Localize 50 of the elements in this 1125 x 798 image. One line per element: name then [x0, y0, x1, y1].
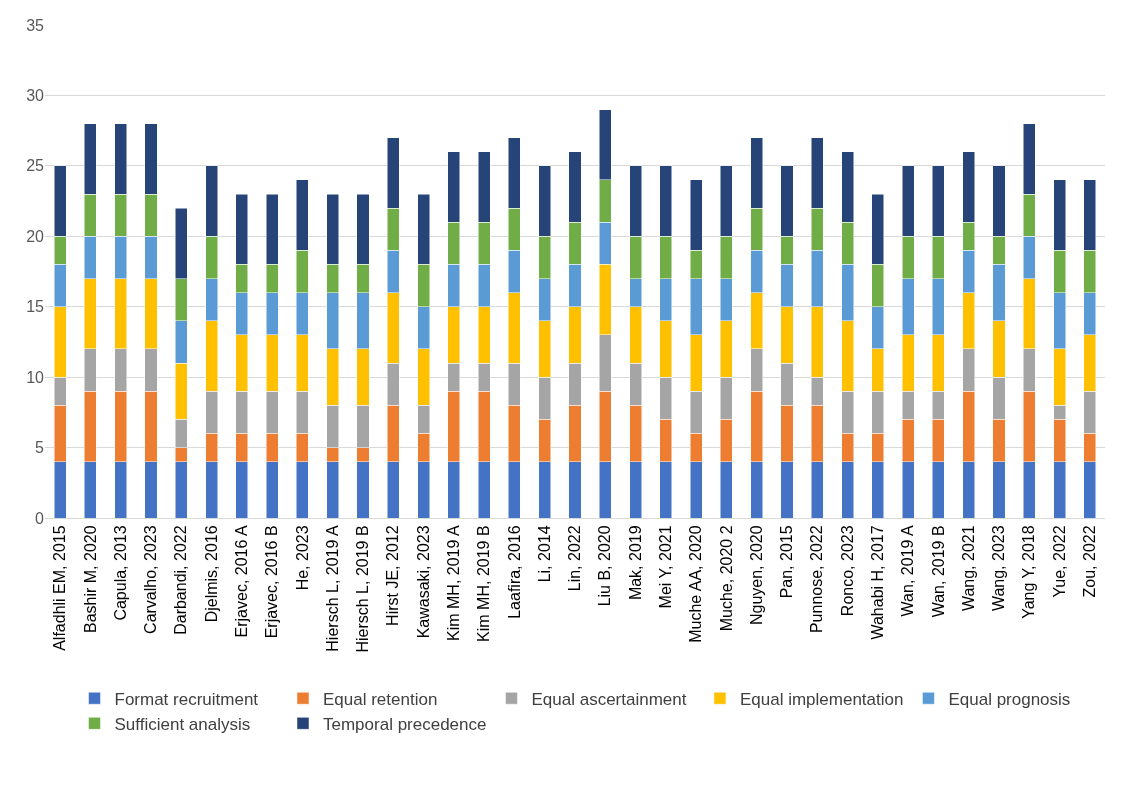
- x-tick-label: Wan, 2019 A: [899, 525, 917, 617]
- y-tick-label: 15: [26, 298, 45, 316]
- x-tick-label: Hiersch L, 2019 B: [354, 525, 372, 653]
- x-tick-label: Wang, 2021: [959, 525, 977, 612]
- y-tick-label: 0: [35, 509, 45, 527]
- x-tick-label: Punnose, 2022: [808, 525, 826, 634]
- legend-label: Temporal precedence: [322, 714, 487, 734]
- x-tick-label: He, 2023: [293, 525, 311, 591]
- y-tick-label: 5: [35, 439, 45, 457]
- legend-label: Equal ascertainment: [531, 689, 687, 709]
- y-tick-label: 20: [26, 227, 45, 245]
- x-tick-label: Hiersch L, 2019 A: [323, 525, 341, 652]
- x-tick-label: Yang Y, 2018: [1020, 525, 1038, 619]
- x-tick-label: Alfadhli EM, 2015: [51, 525, 69, 651]
- legend-label: Sufficient analysis: [114, 714, 251, 734]
- x-tick-label: Darbandi, 2022: [172, 525, 190, 635]
- legend-label: Equal retention: [322, 689, 438, 709]
- x-tick-label: Muche AA, 2020: [687, 525, 705, 643]
- x-tick-label: Erjavec, 2016 A: [233, 525, 251, 638]
- x-tick-label: Muche, 2020 2: [717, 525, 735, 632]
- x-tick-label: Zou, 2022: [1081, 525, 1099, 598]
- y-tick-label: 35: [26, 16, 45, 34]
- x-tick-label: Kim MH, 2019 A: [445, 525, 463, 642]
- legend-label: Equal prognosis: [948, 689, 1071, 709]
- x-tick-label: Laafira, 2016: [505, 525, 523, 619]
- x-tick-label: Wahabi H, 2017: [869, 525, 887, 640]
- y-tick-label: 25: [26, 157, 45, 175]
- x-tick-label: Mak, 2019: [626, 525, 644, 601]
- legend-label: Format recruitment: [114, 689, 259, 709]
- x-tick-label: Wang, 2023: [990, 525, 1008, 612]
- x-tick-label: Erjavec, 2016 B: [263, 525, 281, 639]
- y-tick-label: 10: [26, 368, 45, 386]
- x-tick-label: Nguyen, 2020: [747, 525, 765, 626]
- x-tick-label: Li, 2014: [535, 525, 553, 583]
- legend-label: Equal implementation: [739, 689, 904, 709]
- x-tick-label: Kawasaki, 2023: [414, 525, 432, 639]
- x-tick-label: Wan, 2019 B: [929, 525, 947, 618]
- x-tick-label: Carvalho, 2023: [142, 525, 160, 634]
- x-tick-label: Hirst JE, 2012: [384, 525, 402, 626]
- x-tick-label: Lin, 2022: [566, 525, 584, 592]
- x-tick-label: Liu B, 2020: [596, 525, 614, 607]
- x-tick-label: Kim MH, 2019 B: [475, 525, 493, 642]
- y-tick-label: 30: [26, 87, 45, 105]
- x-tick-label: Yue, 2022: [1050, 525, 1068, 598]
- x-tick-label: Ronco, 2023: [838, 525, 856, 617]
- x-tick-label: Capula, 2013: [111, 525, 129, 621]
- x-tick-label: Mei Y, 2021: [657, 525, 675, 609]
- x-tick-label: Pan, 2015: [778, 525, 796, 599]
- x-tick-label: Bashir M, 2020: [81, 525, 99, 634]
- x-tick-label: Djelmis, 2016: [202, 525, 220, 623]
